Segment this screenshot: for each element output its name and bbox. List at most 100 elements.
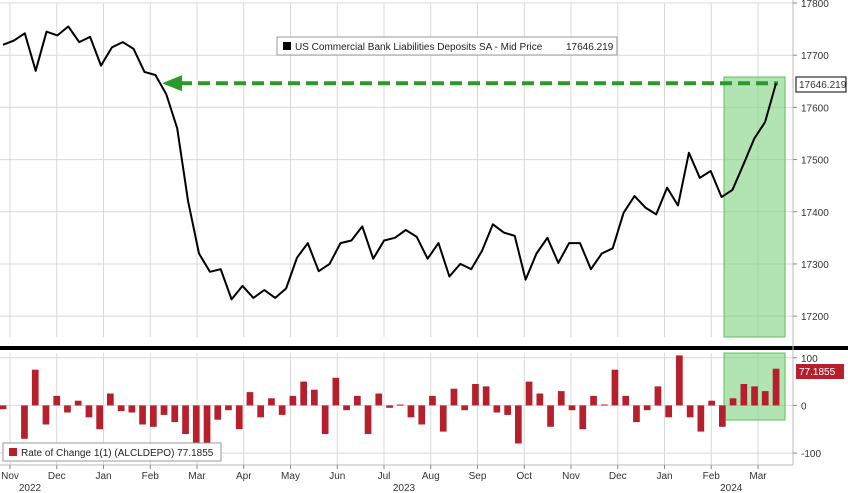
lower-y-tick-label: 100 <box>801 354 818 365</box>
roc-bar <box>278 405 286 415</box>
upper-last-value-text: 17646.219 <box>799 80 847 91</box>
roc-bar <box>225 405 232 411</box>
x-month-label: Mar <box>188 471 206 482</box>
x-month-label: Nov <box>562 471 580 482</box>
divider-bar <box>0 346 848 350</box>
rate-of-change-bars <box>0 355 780 458</box>
lower-legend-swatch <box>9 448 17 456</box>
roc-bar <box>568 405 576 411</box>
arrow-annotation <box>162 75 778 92</box>
roc-bar <box>740 384 748 406</box>
x-month-label: Aug <box>422 471 440 482</box>
lower-y-tick-label: -100 <box>801 449 821 460</box>
highlight-upper <box>723 76 786 338</box>
roc-bar <box>579 405 587 430</box>
x-month-label: Dec <box>48 471 66 482</box>
roc-bar <box>536 393 544 406</box>
upper-y-tick-label: 17200 <box>801 312 829 323</box>
roc-bar <box>214 405 222 420</box>
highlight-area <box>723 76 786 421</box>
roc-bar <box>450 388 458 406</box>
roc-bar <box>729 398 737 406</box>
x-month-label: Sep <box>469 471 487 482</box>
upper-legend-label: US Commercial Bank Liabilities Deposits … <box>295 42 543 53</box>
roc-bar <box>751 386 758 406</box>
roc-bar <box>21 405 28 439</box>
upper-y-tick-label: 17600 <box>801 103 829 114</box>
roc-bar <box>150 405 157 427</box>
upper-y-tick-label: 17300 <box>801 260 829 271</box>
arrow-head <box>162 75 182 92</box>
roc-bar <box>676 355 683 406</box>
upper-legend-swatch <box>283 42 291 50</box>
roc-bar <box>697 405 705 432</box>
roc-bar <box>472 384 479 406</box>
upper-grid <box>0 2 793 337</box>
x-month-label: Apr <box>236 471 252 482</box>
roc-bar <box>654 386 662 406</box>
x-month-label: May <box>281 471 300 482</box>
roc-bar <box>493 405 501 413</box>
roc-bar <box>665 405 672 418</box>
roc-bar <box>407 405 415 418</box>
x-year-label: 2023 <box>393 483 416 493</box>
upper-y-tick-label: 17700 <box>801 51 829 62</box>
roc-bar <box>85 405 93 418</box>
roc-bar <box>311 389 318 406</box>
lower-legend: Rate of Change 1(1) (ALCLDEPO) 77.1855 <box>2 442 222 462</box>
roc-bar <box>772 368 780 406</box>
x-month-label: Oct <box>516 471 532 482</box>
roc-bar <box>600 404 608 406</box>
roc-bar <box>364 405 372 434</box>
x-year-label: 2022 <box>19 483 42 493</box>
roc-bar <box>171 405 179 423</box>
roc-bar <box>439 405 447 432</box>
roc-bar <box>557 391 565 406</box>
roc-bar <box>42 405 50 425</box>
roc-bar <box>107 393 114 406</box>
y-axis-upper: 17800 17700 17600 17500 17400 17300 17200 <box>793 0 829 323</box>
roc-bar <box>160 405 168 415</box>
roc-bar <box>719 405 726 427</box>
x-month-label: Feb <box>142 471 160 482</box>
roc-bar <box>504 405 511 415</box>
upper-legend-value: 17646.219 <box>566 42 614 53</box>
upper-last-value-tag: 17646.219 <box>795 76 847 93</box>
roc-bar <box>31 369 39 406</box>
roc-bar <box>708 400 715 406</box>
roc-bar <box>332 377 340 406</box>
roc-bar <box>117 405 125 412</box>
roc-bar <box>686 405 694 418</box>
x-year-label: 2024 <box>720 483 743 493</box>
roc-bar <box>0 405 7 410</box>
x-month-label: Dec <box>609 471 627 482</box>
lower-legend-label: Rate of Change 1(1) (ALCLDEPO) 77.1855 <box>21 448 214 459</box>
roc-bar <box>482 386 490 406</box>
upper-legend-box <box>276 36 618 56</box>
roc-bar <box>300 381 307 406</box>
lower-last-value-box <box>796 364 844 379</box>
roc-bar <box>515 405 522 444</box>
roc-bar <box>461 405 468 411</box>
x-month-label: Nov <box>1 471 19 482</box>
roc-bar <box>354 395 361 406</box>
roc-bar <box>203 405 211 458</box>
x-month-label: Jun <box>329 471 345 482</box>
roc-bar <box>192 405 200 456</box>
roc-bar <box>396 404 404 406</box>
roc-bar <box>375 393 383 406</box>
x-month-label: Jul <box>378 471 391 482</box>
lower-y-tick-label: 0 <box>801 401 807 412</box>
lower-last-value-text: 77.1855 <box>799 367 836 378</box>
roc-bar <box>386 405 393 408</box>
upper-last-value-box <box>795 76 847 93</box>
lower-legend-box <box>2 442 222 462</box>
roc-bar <box>343 405 350 411</box>
roc-bar <box>321 405 329 434</box>
x-month-label: Mar <box>749 471 767 482</box>
y-axis-lower: 100 0 -100 <box>793 354 821 460</box>
deposits-series <box>2 25 777 301</box>
upper-y-tick-label: 17800 <box>801 0 829 10</box>
